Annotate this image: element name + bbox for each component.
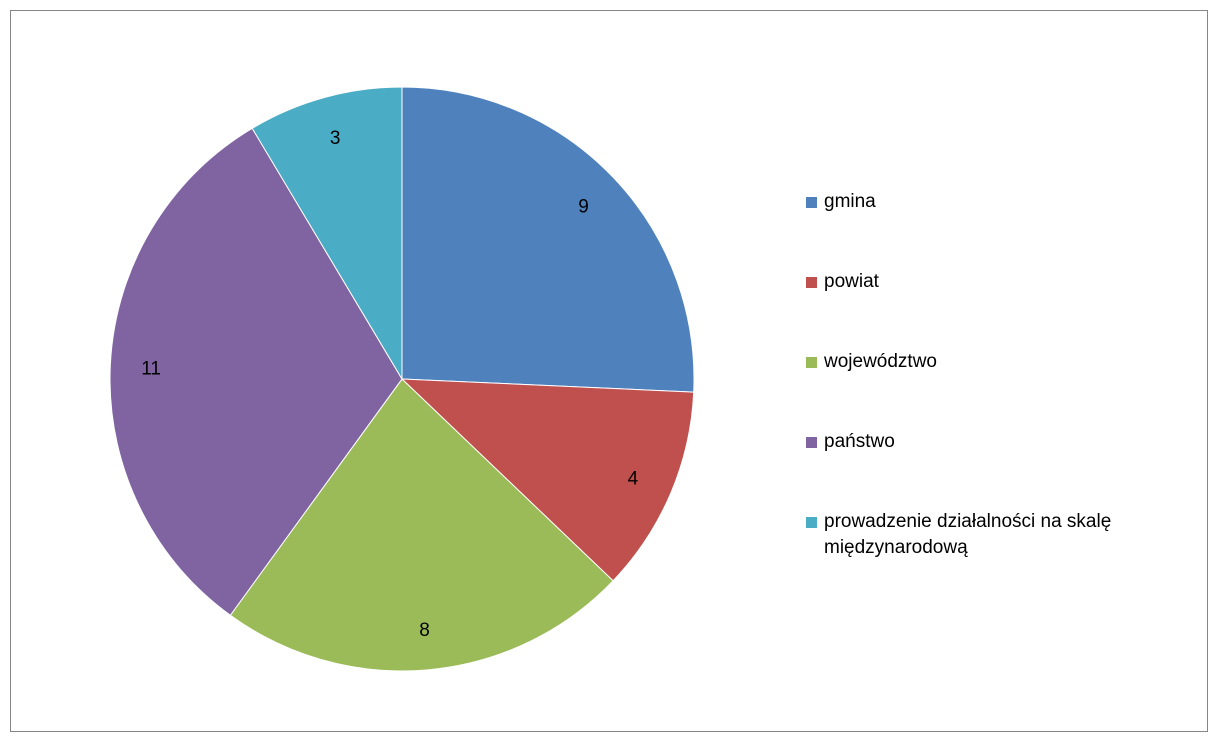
chart-legend: gmina powiat województwo państwo prowadz…	[806, 189, 1196, 589]
pie-data-label-1: 4	[628, 469, 639, 490]
pie-chart: 9 4 8 11 3	[11, 11, 791, 731]
legend-label: powiat	[824, 269, 1194, 295]
legend-label: prowadzenie działalności na skalę między…	[824, 509, 1194, 561]
legend-label: państwo	[824, 429, 1194, 455]
pie-data-label-3: 11	[141, 359, 161, 380]
legend-label: gmina	[824, 189, 1194, 215]
chart-area: 9 4 8 11 3 gmina powiat województwo państwo …	[10, 10, 1208, 732]
legend-label: województwo	[824, 349, 1194, 375]
legend-swatch	[806, 517, 817, 528]
legend-item-wojewodztwo: województwo	[806, 349, 1196, 429]
legend-swatch	[806, 277, 817, 288]
pie-data-label-2: 8	[419, 620, 430, 641]
pie-slice-0	[402, 87, 694, 392]
legend-item-miedzynarodowa: prowadzenie działalności na skalę między…	[806, 509, 1196, 589]
legend-item-gmina: gmina	[806, 189, 1196, 269]
legend-swatch	[806, 357, 817, 368]
legend-swatch	[806, 437, 817, 448]
pie-slices	[110, 87, 694, 671]
pie-data-label-0: 9	[578, 197, 589, 218]
legend-item-panstwo: państwo	[806, 429, 1196, 509]
legend-swatch	[806, 197, 817, 208]
legend-item-powiat: powiat	[806, 269, 1196, 349]
pie-data-label-4: 3	[330, 128, 341, 149]
